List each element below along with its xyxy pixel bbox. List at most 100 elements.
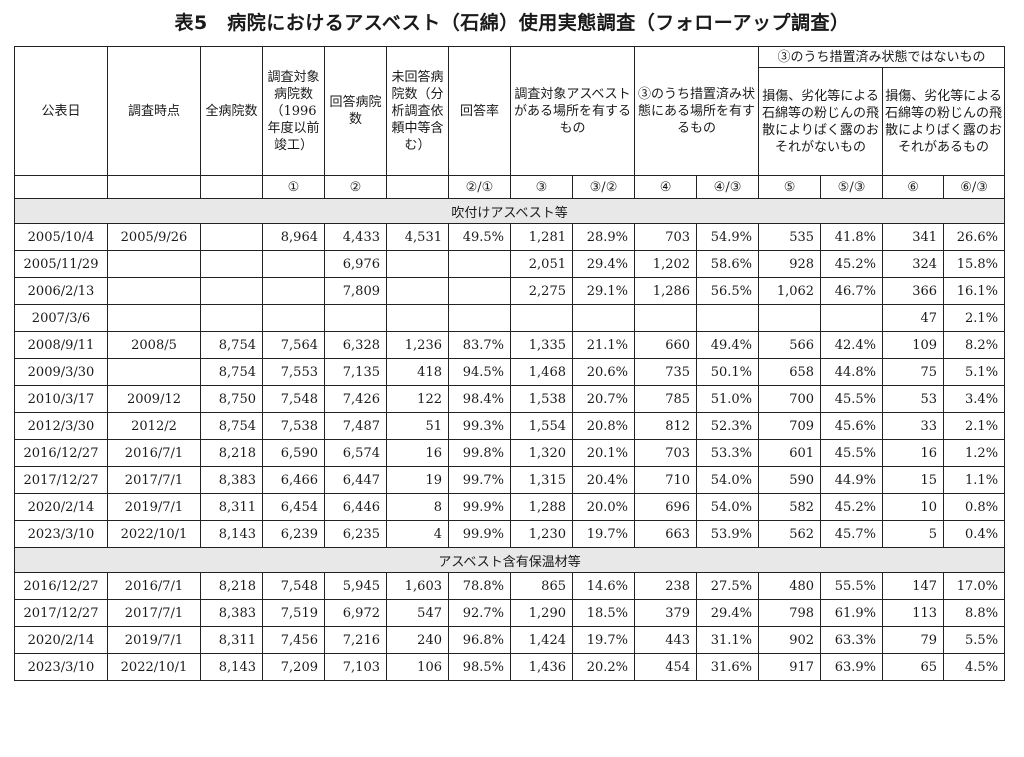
table-cell: 46.7% bbox=[820, 277, 884, 305]
table-row: 2016/12/27 2016/7/1 8,218 7,548 5,945 1,603 78… bbox=[14, 572, 1006, 600]
table-cell: 2008/5 bbox=[107, 331, 201, 359]
table-cell bbox=[200, 277, 263, 305]
table-cell bbox=[107, 358, 201, 386]
table-cell: 53 bbox=[882, 385, 945, 413]
table-cell: 1,335 bbox=[510, 331, 573, 359]
subheader-row: ① ② ②/① ③ ③/② ④ ④/③ ⑤ ⑤/③ ⑥ ⑥/③ bbox=[14, 175, 1006, 199]
table-row: 2017/12/27 2017/7/1 8,383 7,519 6,972 547 92.7… bbox=[14, 599, 1006, 627]
table-cell: 15.8% bbox=[943, 250, 1006, 278]
subheader-cell: ②/① bbox=[448, 175, 511, 199]
table-cell bbox=[107, 277, 201, 305]
table-cell: 7,209 bbox=[262, 653, 325, 681]
header-responding-hospitals: 回答病院数 bbox=[324, 46, 387, 176]
table-cell: 1,538 bbox=[510, 385, 573, 413]
table-cell: 7,564 bbox=[262, 331, 325, 359]
table-cell: 902 bbox=[758, 626, 822, 654]
table-cell: 98.5% bbox=[448, 653, 511, 681]
table-row: 2008/9/11 2008/5 8,754 7,564 6,328 1,236 83.7%… bbox=[14, 331, 1006, 359]
table-cell bbox=[107, 250, 201, 278]
table-cell: 735 bbox=[634, 358, 698, 386]
table-cell: 798 bbox=[758, 599, 822, 627]
table-cell: 2005/11/29 bbox=[14, 250, 108, 278]
table-cell: 3.4% bbox=[943, 385, 1006, 413]
table-cell: 1.2% bbox=[943, 439, 1006, 467]
table-cell: 44.8% bbox=[820, 358, 884, 386]
table-cell: 7,519 bbox=[262, 599, 325, 627]
table-cell bbox=[386, 250, 449, 278]
table-cell: 49.4% bbox=[696, 331, 760, 359]
table-cell bbox=[448, 250, 511, 278]
table-cell: 6,328 bbox=[324, 331, 387, 359]
table-cell: 16 bbox=[882, 439, 945, 467]
table-cell: 1,281 bbox=[510, 223, 573, 251]
table-cell: 45.7% bbox=[820, 520, 884, 548]
table-row: 2010/3/17 2009/12 8,750 7,548 7,426 122 98.4% 1… bbox=[14, 385, 1006, 413]
subheader-cell: ③/② bbox=[571, 175, 636, 199]
table-cell: 6,590 bbox=[262, 439, 325, 467]
table-cell: 45.2% bbox=[820, 250, 884, 278]
table-cell: 8,311 bbox=[200, 626, 263, 654]
table-cell: 341 bbox=[882, 223, 945, 251]
table-cell bbox=[324, 304, 387, 332]
table-cell: 7,456 bbox=[262, 626, 325, 654]
table-cell: 20.6% bbox=[571, 358, 636, 386]
table-cell: 535 bbox=[758, 223, 822, 251]
table-cell: 2023/3/10 bbox=[14, 653, 108, 681]
table-cell: 96.8% bbox=[448, 626, 511, 654]
subheader-cell: ⑤/③ bbox=[820, 175, 884, 199]
table-cell: 98.4% bbox=[448, 385, 511, 413]
subheader-cell bbox=[107, 175, 201, 199]
table-cell: 2020/2/14 bbox=[14, 493, 108, 521]
header-no-risk: 損傷、劣化等による石綿等の粉じんの飛散によりばく露のおそれがないもの bbox=[758, 67, 884, 176]
table-cell: 7,548 bbox=[262, 385, 325, 413]
table-cell bbox=[386, 304, 449, 332]
table-row: 2006/2/13 7,809 2,275 29.1% 1,286 56.5% 1,062 4… bbox=[14, 277, 1006, 305]
table-cell: 20.7% bbox=[571, 385, 636, 413]
table-cell: 19.7% bbox=[571, 520, 636, 548]
survey-table: 公表日 調査時点 全病院数 調査対象病院数（1996年度以前竣工） 回答病院数 … bbox=[13, 46, 1006, 681]
table-cell: 45.2% bbox=[820, 493, 884, 521]
table-cell: 54.0% bbox=[696, 493, 760, 521]
subheader-cell: ⑥ bbox=[882, 175, 945, 199]
table-cell: 454 bbox=[634, 653, 698, 681]
table-cell: 99.7% bbox=[448, 466, 511, 494]
table-cell: 480 bbox=[758, 572, 822, 600]
table-cell: 147 bbox=[882, 572, 945, 600]
table-cell: 601 bbox=[758, 439, 822, 467]
table-cell: 1,290 bbox=[510, 599, 573, 627]
table-cell: 122 bbox=[386, 385, 449, 413]
table-cell: 20.0% bbox=[571, 493, 636, 521]
table-cell: 54.9% bbox=[696, 223, 760, 251]
table-cell: 660 bbox=[634, 331, 698, 359]
table-cell: 18.5% bbox=[571, 599, 636, 627]
table-cell: 8,218 bbox=[200, 572, 263, 600]
table-cell: 2009/12 bbox=[107, 385, 201, 413]
table-cell: 6,454 bbox=[262, 493, 325, 521]
table-cell: 63.3% bbox=[820, 626, 884, 654]
table-cell: 547 bbox=[386, 599, 449, 627]
table-header: 公表日 調査時点 全病院数 調査対象病院数（1996年度以前竣工） 回答病院数 … bbox=[14, 46, 1006, 199]
table-cell: 99.9% bbox=[448, 493, 511, 521]
table-cell: 65 bbox=[882, 653, 945, 681]
subheader-cell bbox=[386, 175, 449, 199]
header-publish-date: 公表日 bbox=[14, 46, 108, 176]
table-cell: 45.5% bbox=[820, 385, 884, 413]
header-not-treated-group: ③のうち措置済み状態ではないもの bbox=[758, 46, 1006, 68]
table-cell: 709 bbox=[758, 412, 822, 440]
table-row: 2012/3/30 2012/2 8,754 7,538 7,487 51 99.3% 1,5… bbox=[14, 412, 1006, 440]
table-cell: 54.0% bbox=[696, 466, 760, 494]
table-cell: 443 bbox=[634, 626, 698, 654]
table-cell: 55.5% bbox=[820, 572, 884, 600]
table-cell: 566 bbox=[758, 331, 822, 359]
table-cell: 812 bbox=[634, 412, 698, 440]
table-cell: 44.9% bbox=[820, 466, 884, 494]
table-cell bbox=[758, 304, 822, 332]
subheader-cell: ④ bbox=[634, 175, 698, 199]
table-cell: 6,972 bbox=[324, 599, 387, 627]
table-cell: 1,236 bbox=[386, 331, 449, 359]
table-cell: 29.4% bbox=[696, 599, 760, 627]
table-cell: 379 bbox=[634, 599, 698, 627]
subheader-cell bbox=[200, 175, 263, 199]
table-cell: 7,426 bbox=[324, 385, 387, 413]
table-cell: 5 bbox=[882, 520, 945, 548]
